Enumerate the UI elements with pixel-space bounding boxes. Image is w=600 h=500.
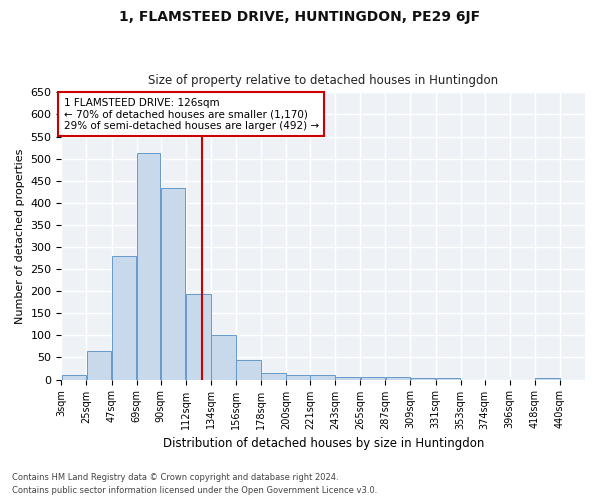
Bar bbox=[386, 378, 410, 380]
Bar bbox=[436, 378, 460, 380]
Bar bbox=[261, 373, 286, 380]
Bar bbox=[535, 378, 560, 380]
Bar bbox=[236, 360, 261, 380]
Text: Contains HM Land Registry data © Crown copyright and database right 2024.
Contai: Contains HM Land Registry data © Crown c… bbox=[12, 474, 377, 495]
Bar bbox=[335, 378, 360, 380]
Bar bbox=[137, 154, 160, 380]
Bar bbox=[112, 256, 136, 380]
Bar bbox=[411, 378, 436, 380]
Text: 1, FLAMSTEED DRIVE, HUNTINGDON, PE29 6JF: 1, FLAMSTEED DRIVE, HUNTINGDON, PE29 6JF bbox=[119, 10, 481, 24]
Bar bbox=[361, 378, 385, 380]
Bar bbox=[186, 294, 211, 380]
Bar bbox=[211, 336, 236, 380]
X-axis label: Distribution of detached houses by size in Huntingdon: Distribution of detached houses by size … bbox=[163, 437, 484, 450]
Title: Size of property relative to detached houses in Huntingdon: Size of property relative to detached ho… bbox=[148, 74, 498, 87]
Bar bbox=[286, 375, 310, 380]
Y-axis label: Number of detached properties: Number of detached properties bbox=[15, 148, 25, 324]
Text: 1 FLAMSTEED DRIVE: 126sqm
← 70% of detached houses are smaller (1,170)
29% of se: 1 FLAMSTEED DRIVE: 126sqm ← 70% of detac… bbox=[64, 98, 319, 131]
Bar bbox=[310, 375, 335, 380]
Bar bbox=[161, 188, 185, 380]
Bar bbox=[87, 351, 112, 380]
Bar bbox=[62, 375, 86, 380]
